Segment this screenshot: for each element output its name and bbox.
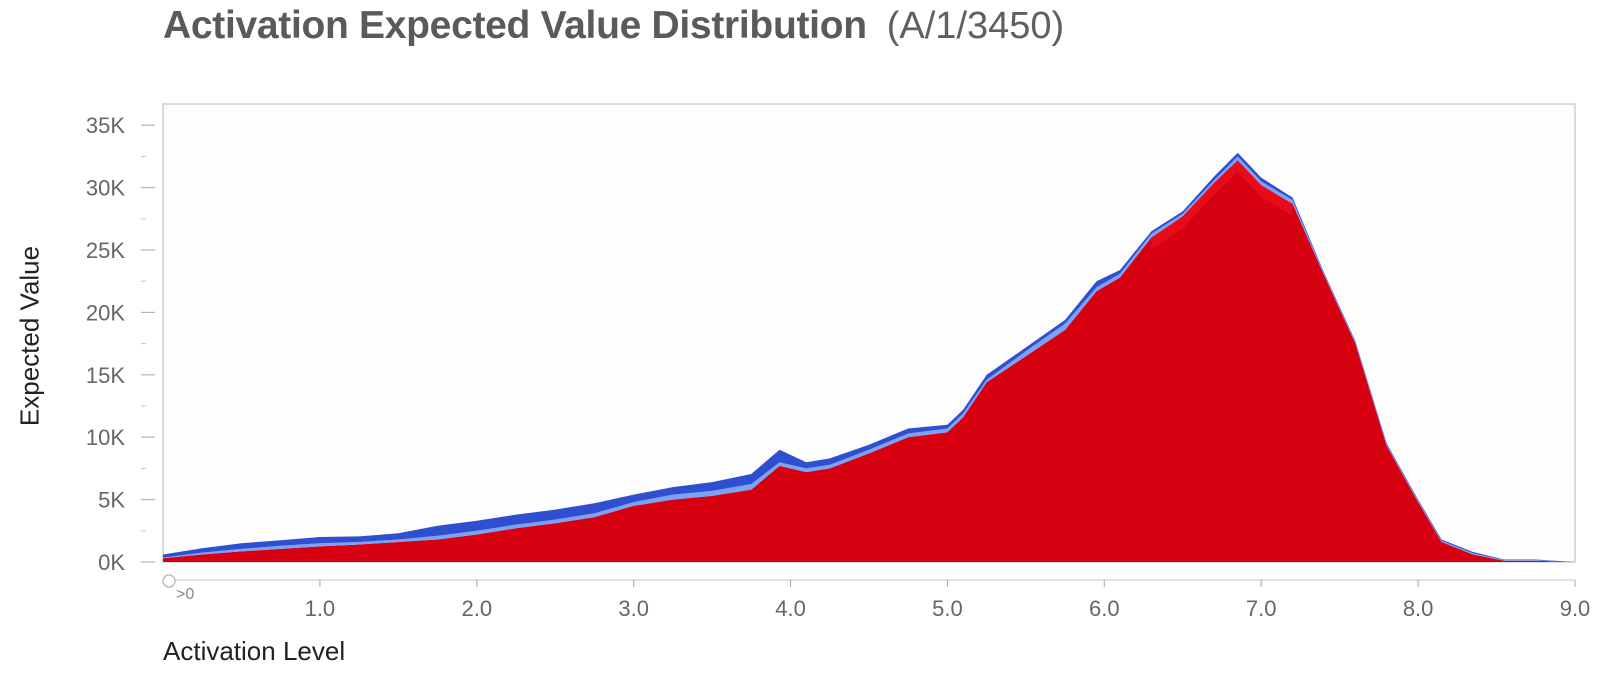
y-tick-label: 15K: [86, 363, 125, 388]
y-tick-label: 5K: [98, 488, 125, 513]
x-tick-label: 7.0: [1246, 596, 1277, 621]
x-tick-label: 8.0: [1403, 596, 1434, 621]
series-areas: [163, 152, 1575, 562]
y-tick-label: 35K: [86, 113, 125, 138]
x-tick-label: 4.0: [775, 596, 806, 621]
x-tick-label: 5.0: [932, 596, 963, 621]
y-tick-label: 30K: [86, 176, 125, 201]
peak-highlight: [1151, 160, 1293, 250]
y-tick-label: 25K: [86, 238, 125, 263]
zero-marker-label: >0: [176, 586, 194, 603]
x-axis-label: Activation Level: [163, 636, 346, 666]
zero-marker-icon: [162, 574, 176, 588]
x-tick-label: 2.0: [461, 596, 492, 621]
x-axis: 1.0 2.0 3.0 4.0 5.0 6.0 7.0 8.0 9.0 >0: [162, 574, 1591, 621]
x-tick-label: 1.0: [305, 596, 336, 621]
y-tick-label: 10K: [86, 425, 125, 450]
y-tick-label: 20K: [86, 300, 125, 325]
y-tick-label: 0K: [98, 550, 125, 575]
chart-title-row: Activation Expected Value Distribution (…: [163, 4, 1064, 64]
x-tick-label: 6.0: [1089, 596, 1120, 621]
area-series-1: [163, 160, 1575, 562]
x-tick-label: 9.0: [1560, 596, 1591, 621]
chart-title: Activation Expected Value Distribution: [163, 4, 867, 47]
y-axis: 0K 5K 10K 15K 20K 25K 30K 35K: [86, 113, 155, 575]
chart-subtitle: (A/1/3450): [886, 5, 1065, 47]
x-tick-label: 3.0: [618, 596, 649, 621]
